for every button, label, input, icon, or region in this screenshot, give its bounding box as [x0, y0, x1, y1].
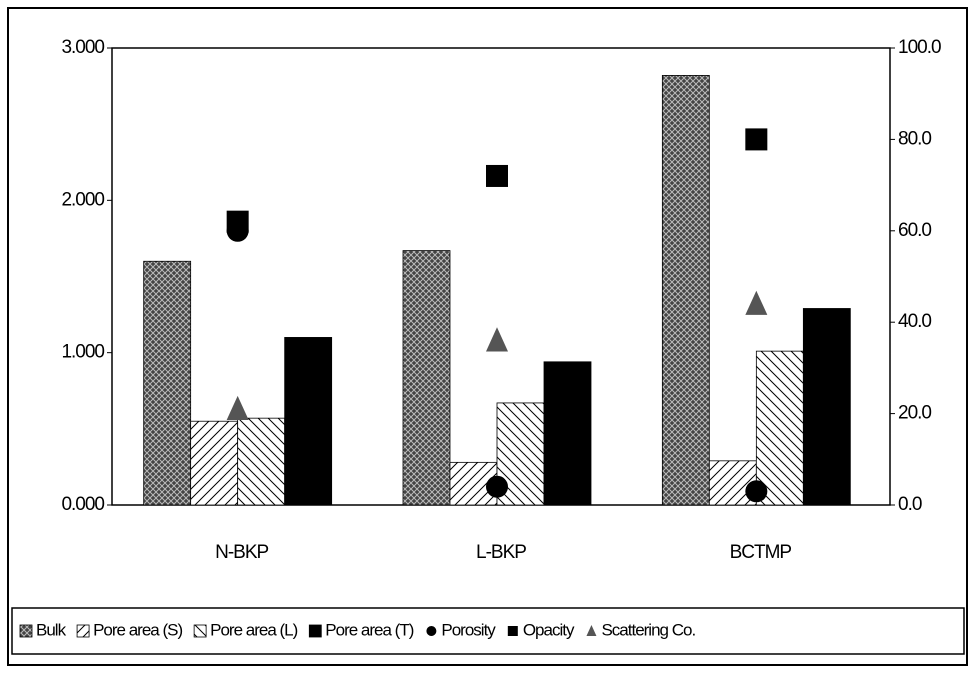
- bar: [755, 350, 804, 506]
- bar: [143, 260, 192, 506]
- legend-swatch: [308, 624, 322, 638]
- marker: [486, 164, 508, 187]
- legend-label: Scattering Co.: [601, 620, 695, 639]
- y-tick-label: 2.000: [61, 189, 104, 210]
- bar: [190, 420, 239, 506]
- marker: [745, 480, 768, 503]
- legend-label: Opacity: [523, 620, 575, 639]
- legend-box: [11, 607, 965, 655]
- legend: Bulk Pore area (S) Pore area (L) Pore area …: [19, 620, 696, 639]
- legend-label: Porosity: [441, 620, 496, 639]
- marker: [745, 290, 768, 315]
- y2-tick-label: 80.0: [898, 128, 931, 149]
- y-tick-label: 1.000: [61, 342, 104, 363]
- legend-swatch: [19, 624, 33, 638]
- legend-label: Bulk: [36, 620, 67, 639]
- legend-label: Pore area (S): [93, 620, 182, 639]
- bar: [543, 361, 592, 506]
- bar: [237, 417, 286, 506]
- legend-swatch: [76, 624, 90, 638]
- y2-tick-label: 0.0: [898, 494, 922, 515]
- marker: [586, 625, 597, 636]
- y2-tick-label: 20.0: [898, 403, 931, 424]
- legend-swatch: [193, 624, 207, 638]
- y-tick-label: 0.000: [61, 494, 104, 515]
- bar: [284, 337, 333, 506]
- y2-tick-label: 40.0: [898, 311, 931, 332]
- x-tick-label: BCTMP: [730, 542, 792, 563]
- marker: [426, 626, 437, 636]
- chart-frame: [7, 7, 968, 666]
- marker: [226, 395, 249, 421]
- marker: [226, 210, 249, 233]
- x-tick-label: N-BKP: [215, 542, 268, 563]
- bar: [802, 308, 851, 506]
- bar: [402, 250, 451, 506]
- marker: [745, 128, 768, 151]
- x-tick-label: L-BKP: [476, 542, 526, 563]
- marker: [486, 327, 508, 352]
- y2-tick-label: 100.0: [898, 37, 941, 58]
- legend-label: Pore area (T): [325, 620, 413, 639]
- legend-label: Pore area (L): [210, 620, 297, 639]
- marker: [507, 626, 518, 636]
- bar: [661, 75, 710, 506]
- y2-tick-label: 60.0: [898, 220, 931, 241]
- y-tick-label: 3.000: [61, 37, 104, 58]
- marker: [486, 475, 508, 498]
